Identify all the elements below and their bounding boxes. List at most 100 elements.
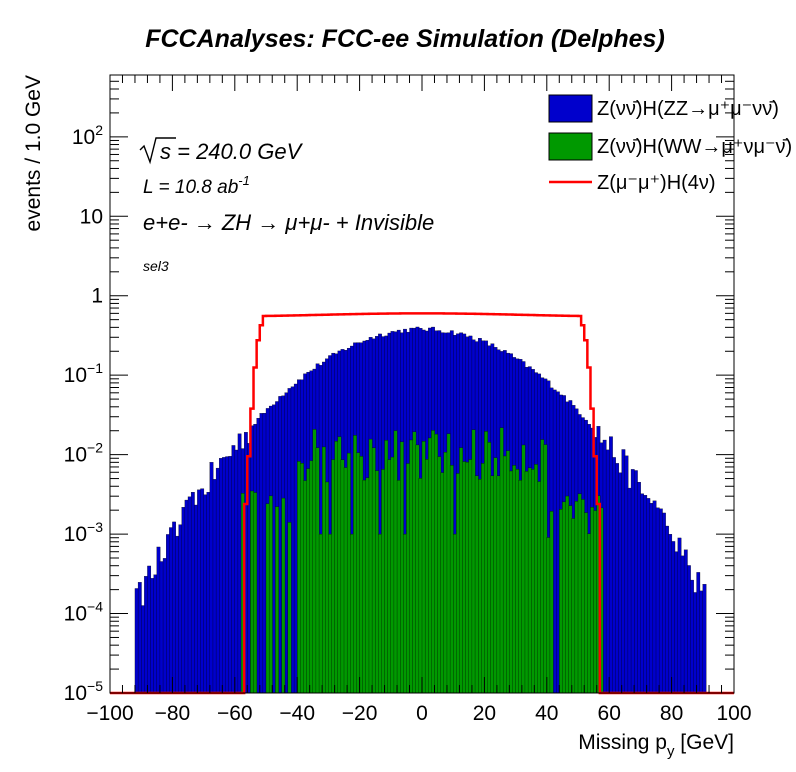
- ww-bar: [490, 475, 495, 694]
- zz-bar: [184, 499, 189, 694]
- ww-bar: [384, 440, 389, 694]
- zz-bar: [602, 439, 607, 694]
- ww-bar: [365, 477, 370, 694]
- ww-bar: [424, 459, 429, 694]
- zz-bar: [225, 456, 230, 694]
- zz-bar: [209, 462, 214, 694]
- zz-bar: [141, 605, 145, 694]
- chart-title: FCCAnalyses: FCC-ee Simulation (Delphes): [145, 25, 665, 53]
- ww-bar: [478, 478, 482, 694]
- y-tick-label: 10−4: [64, 599, 104, 626]
- legend-swatch: [548, 94, 593, 123]
- ww-bar: [459, 447, 464, 694]
- zz-bar: [624, 455, 629, 694]
- ww-bar: [356, 452, 361, 694]
- series-zmumu-line: [110, 312, 734, 695]
- x-tick-label: −60: [217, 702, 253, 725]
- ww-bar: [587, 533, 591, 694]
- ww-bar: [559, 509, 563, 694]
- zz-bar: [222, 457, 226, 694]
- zz-bar: [169, 527, 173, 694]
- ww-bar: [359, 456, 364, 694]
- zz-bar: [646, 498, 651, 694]
- ww-bar: [375, 470, 379, 694]
- ww-bar: [462, 461, 467, 694]
- zz-bar: [677, 537, 682, 694]
- zz-bar: [637, 481, 641, 694]
- ww-bar: [287, 522, 292, 694]
- legend: Z(νν̄)H(ZZ→μ⁺μ⁻νν̄) Z(νν̄)H(WW→μ⁺νμ⁻ν̄) Z(…: [548, 94, 792, 194]
- lumi-annotation: L = 10.8 ab-1: [143, 173, 250, 198]
- zz-bar: [618, 472, 623, 694]
- zz-bar: [665, 525, 669, 694]
- x-tick-label: −20: [342, 702, 378, 725]
- zz-bar: [159, 561, 164, 694]
- ww-bar: [512, 465, 517, 694]
- zz-bar: [175, 535, 180, 694]
- ww-bar: [471, 429, 476, 694]
- ww-bar: [334, 441, 339, 694]
- ww-bar: [418, 478, 423, 694]
- zz-bar: [156, 546, 161, 694]
- zz-bar: [662, 512, 666, 694]
- ww-bar: [540, 439, 545, 694]
- zz-bar: [696, 572, 701, 694]
- ww-bar: [568, 505, 573, 694]
- ww-bar: [390, 456, 395, 694]
- ww-bar: [318, 533, 323, 694]
- ww-bar: [534, 464, 538, 694]
- ww-bar: [571, 518, 576, 694]
- zz-bar: [166, 534, 170, 694]
- legend-label: Z(νν̄)H(ZZ→μ⁺μ⁻νν̄): [597, 98, 779, 120]
- ww-bar: [275, 506, 279, 694]
- ww-bar: [378, 533, 382, 694]
- ww-bar: [328, 533, 332, 694]
- zz-bar: [206, 492, 211, 694]
- y-tick-label: 10−3: [64, 519, 104, 546]
- zz-bar: [203, 494, 208, 694]
- ww-bar: [268, 495, 273, 694]
- ww-bar: [353, 435, 357, 694]
- zz-bar: [699, 590, 704, 694]
- ww-bar: [406, 463, 410, 694]
- ww-bar: [428, 437, 432, 694]
- zz-bar: [215, 467, 220, 694]
- ww-bar: [400, 441, 404, 694]
- zz-bar: [190, 492, 195, 694]
- ww-bar: [381, 469, 386, 694]
- zz-bar: [674, 551, 679, 694]
- x-tick-label: −40: [279, 702, 315, 725]
- zz-bar: [621, 449, 626, 694]
- ww-bar: [521, 444, 526, 694]
- zz-bar: [200, 488, 205, 694]
- zz-bar: [556, 391, 560, 694]
- legend-swatch: [548, 132, 593, 161]
- ww-bar: [300, 462, 304, 694]
- zz-bar: [649, 503, 654, 694]
- zz-bar: [627, 487, 632, 694]
- y-tick-label: 10−2: [64, 440, 104, 467]
- zz-bar: [272, 404, 276, 694]
- zz-bar: [680, 555, 685, 694]
- zz-bar: [693, 592, 698, 694]
- x-tick-label: −100: [86, 702, 133, 725]
- ww-bar: [297, 461, 301, 694]
- ww-bar: [484, 431, 488, 694]
- zz-bar: [615, 463, 620, 694]
- ww-bar: [396, 480, 401, 694]
- zz-bar: [634, 470, 638, 694]
- ww-bar: [502, 455, 507, 694]
- ww-bar: [250, 490, 254, 694]
- ww-bar: [409, 439, 414, 694]
- legend-label: Z(νν̄)H(WW→μ⁺νμ⁻ν̄): [597, 136, 792, 158]
- ww-bar: [562, 501, 566, 694]
- zz-bar: [293, 383, 298, 694]
- zz-bar: [655, 507, 660, 694]
- zz-bar: [640, 493, 644, 694]
- ww-bar: [493, 457, 498, 694]
- sqrt-symbol: [139, 137, 176, 165]
- y-tick-label: 10−5: [64, 678, 104, 705]
- zz-bar: [262, 412, 267, 694]
- ww-bar: [481, 463, 485, 694]
- zz-bar: [668, 534, 673, 694]
